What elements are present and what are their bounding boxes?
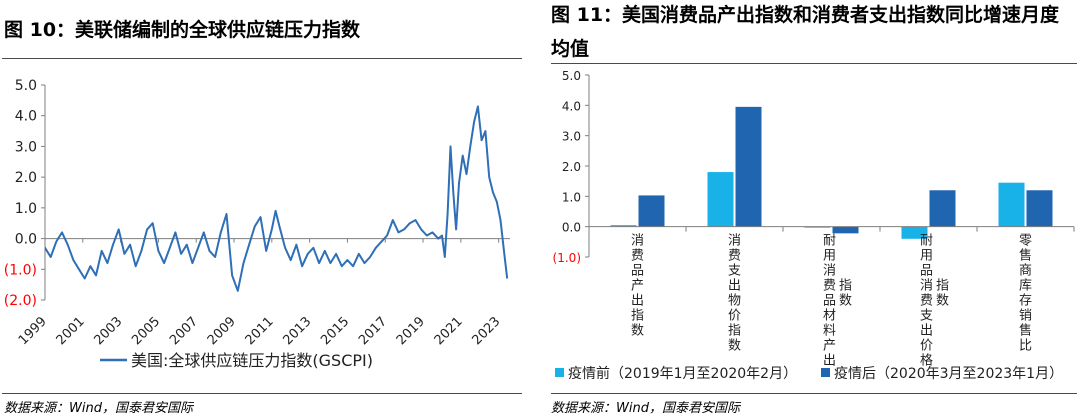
bar-pre-0 (610, 225, 637, 227)
y-tick-label: 3.0 (15, 139, 37, 155)
category-label-char: 数 (631, 324, 644, 339)
x-tick-label: 2015 (318, 314, 352, 348)
x-tick-label: 2001 (54, 314, 88, 348)
category-label-char: 数 (728, 339, 741, 354)
category-label-char: 消 (728, 234, 741, 249)
category-label-char: 指 (839, 279, 852, 294)
x-tick-label: 2017 (356, 314, 390, 348)
x-tick-label: 2019 (394, 314, 428, 348)
category-label-char: 商 (1019, 264, 1032, 279)
category-label-char: 数 (936, 294, 949, 309)
x-tick-label: 2005 (129, 314, 163, 348)
consumer-bar-chart: (1.0)0.01.02.03.04.05.0消费品产出指数消费支出物价指数耐用… (553, 69, 1075, 382)
x-tick-label: 2009 (205, 314, 239, 348)
category-label-char: 费 (920, 294, 933, 309)
left-bottom-rule (2, 393, 522, 394)
category-label-char: 品 (631, 264, 644, 279)
y-tick-label: 4.0 (15, 109, 37, 125)
category-label-char: 产 (823, 339, 836, 354)
category-label-char: 消 (823, 264, 836, 279)
category-label-char: 指 (631, 309, 644, 324)
category-label-char: 指 (936, 279, 949, 294)
legend-swatch-pre (555, 368, 564, 377)
x-tick-label: 2013 (280, 314, 314, 348)
x-tick-label: 2021 (432, 314, 466, 348)
gscpi-series-line (45, 105, 509, 292)
category-label-char: 库 (1019, 278, 1032, 294)
category-label-char: 出 (631, 294, 644, 309)
category-label-char: 料 (823, 324, 836, 339)
category-label-char: 数 (839, 294, 852, 309)
right-top-rule (551, 63, 1077, 64)
category-label-char: 品 (920, 264, 933, 279)
bar-pre-4 (998, 182, 1025, 227)
right-source-note: 数据来源：Wind，国泰君安国际 (551, 401, 740, 416)
x-tick-label: 2011 (243, 314, 277, 348)
left-top-rule (2, 58, 522, 59)
category-label-char: 出 (728, 279, 741, 294)
legend-label-gscpi: 美国:全球供应链压力指数(GSCPI) (131, 351, 373, 370)
category-label-char: 出 (920, 324, 933, 339)
legend-swatch-post (821, 368, 830, 377)
category-label-char: 费 (728, 249, 741, 264)
category-label-char: 指 (728, 324, 741, 339)
right-bottom-rule (551, 393, 1077, 394)
y-tick-label: (2.0) (4, 293, 37, 309)
category-label-char: 零 (1019, 234, 1032, 249)
y-tick-label: 5.0 (15, 78, 37, 94)
legend-label-pre: 疫情前（2019年1月至2020年2月） (568, 365, 797, 382)
bar-post-4 (1026, 190, 1053, 227)
category-label-char: 比 (1019, 339, 1032, 354)
x-tick-label: 2023 (469, 314, 503, 348)
right-figure-title: 图 11：美国消费品产出指数和消费者支出指数同比增速月度均值 (551, 4, 1060, 60)
left-figure-title: 图 10：美联储编制的全球供应链压力指数 (4, 19, 361, 41)
category-label-char: 存 (1019, 294, 1032, 309)
category-label-char: 价 (728, 309, 741, 324)
bar-post-0 (638, 195, 665, 227)
bar-pre-3 (901, 226, 928, 239)
category-label-char: 售 (1019, 323, 1032, 339)
category-label-char: 产 (631, 279, 644, 294)
category-label-char: 销 (1019, 309, 1032, 324)
y-tick-label: 5.0 (562, 69, 581, 83)
category-label-char: 出 (823, 354, 836, 369)
category-label-char: 支 (920, 309, 933, 324)
category-label-char: 用 (920, 249, 933, 264)
bar-pre-1 (707, 172, 734, 227)
category-label-char: 消 (920, 279, 933, 294)
bar-post-2 (832, 226, 859, 234)
x-tick-label: 1999 (16, 314, 50, 348)
category-label-char: 物 (728, 294, 741, 309)
y-tick-label: 1.0 (562, 190, 581, 204)
x-tick-label: 2007 (167, 314, 201, 348)
x-tick-label: 2003 (91, 314, 125, 348)
category-label-char: 耐 (823, 234, 836, 249)
category-label-char: 支 (728, 264, 741, 279)
y-tick-label: 3.0 (562, 130, 581, 144)
bar-post-3 (929, 190, 956, 227)
category-label-char: 材 (823, 309, 836, 324)
category-label-char: 品 (823, 294, 836, 309)
y-tick-label: (1.0) (4, 262, 37, 278)
y-tick-label: 1.0 (15, 201, 37, 217)
category-label-char: 用 (823, 249, 836, 264)
y-tick-label: 2.0 (562, 160, 581, 174)
left-source-note: 数据来源：Wind，国泰君安国际 (4, 401, 193, 416)
category-label-char: 格 (920, 353, 933, 369)
y-tick-label: 0.0 (15, 232, 37, 248)
y-tick-label: 0.0 (562, 221, 581, 235)
category-label-char: 费 (631, 249, 644, 264)
y-tick-label: 4.0 (562, 99, 581, 113)
bar-post-1 (735, 106, 762, 227)
category-label-char: 耐 (920, 234, 933, 249)
category-label-char: 价 (920, 339, 933, 354)
gscpi-line-chart: (2.0) (1.0) 0.0 1.0 2.0 3.0 4.0 5.0 1999 2001 2003… (4, 78, 510, 370)
y-tick-label: 2.0 (15, 170, 37, 186)
legend-label-post: 疫情后（2020年3月至2023年1月） (834, 366, 1063, 382)
category-label-char: 售 (1019, 248, 1032, 264)
category-label-char: 费 (823, 279, 836, 294)
y-tick-label: (1.0) (553, 251, 581, 265)
category-label-char: 消 (631, 234, 644, 249)
